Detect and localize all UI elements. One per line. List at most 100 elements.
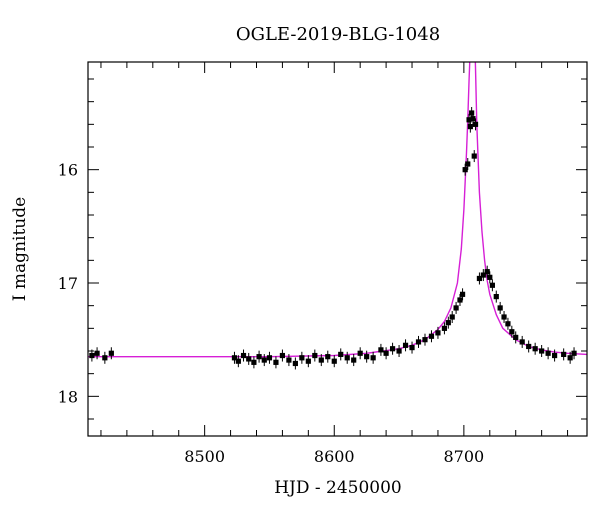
- data-point: [435, 326, 441, 339]
- tick-labels: 8500 8600 8700 16 17 18: [58, 161, 485, 466]
- point-marker: [279, 352, 286, 359]
- data-point: [561, 348, 567, 361]
- plot-frame: [87, 61, 588, 437]
- data-points-layer: [89, 107, 577, 370]
- y-tick-label: 16: [58, 161, 78, 180]
- data-point: [378, 343, 384, 356]
- point-marker: [409, 345, 415, 351]
- model-curve-layer: [88, 62, 587, 358]
- point-marker: [344, 355, 350, 361]
- point-marker: [383, 350, 389, 356]
- point-marker: [466, 117, 472, 123]
- data-point: [279, 349, 286, 362]
- point-marker: [415, 339, 422, 345]
- data-point: [325, 350, 331, 363]
- point-marker: [422, 337, 428, 343]
- point-marker: [273, 359, 279, 365]
- data-point: [466, 113, 472, 126]
- point-marker: [389, 346, 396, 352]
- point-marker: [532, 346, 538, 352]
- data-point: [472, 118, 479, 131]
- data-point: [351, 354, 357, 367]
- point-marker: [469, 110, 475, 116]
- data-point: [251, 356, 257, 369]
- point-marker: [94, 350, 100, 356]
- data-point: [571, 347, 577, 360]
- point-marker: [459, 291, 466, 297]
- data-point: [428, 330, 435, 343]
- data-point: [299, 351, 305, 364]
- x-tick-label: 8500: [184, 447, 225, 466]
- point-marker: [251, 359, 257, 365]
- point-marker: [567, 355, 573, 361]
- data-point: [89, 349, 95, 362]
- data-point: [338, 348, 344, 361]
- data-point: [509, 325, 515, 338]
- data-point: [256, 350, 262, 363]
- point-marker: [457, 297, 463, 303]
- point-marker: [402, 342, 409, 348]
- data-point: [402, 339, 409, 352]
- data-point: [471, 150, 477, 163]
- data-point: [545, 347, 551, 360]
- point-marker: [467, 124, 473, 130]
- data-point: [273, 356, 279, 369]
- point-marker: [235, 358, 241, 364]
- data-point: [459, 288, 466, 301]
- data-point: [370, 351, 376, 364]
- point-marker: [561, 351, 567, 357]
- x-axis-label: HJD - 2450000: [274, 478, 402, 498]
- model-curve: [88, 62, 587, 358]
- point-marker: [102, 355, 108, 361]
- point-marker: [487, 274, 493, 280]
- point-marker: [256, 354, 262, 360]
- point-marker: [470, 116, 476, 122]
- data-point: [489, 279, 495, 292]
- point-marker: [472, 121, 479, 127]
- data-point: [445, 316, 451, 329]
- data-point: [231, 351, 238, 364]
- data-point: [519, 335, 525, 348]
- point-marker: [465, 161, 471, 167]
- point-marker: [505, 321, 511, 327]
- point-marker: [292, 360, 298, 367]
- point-marker: [453, 305, 459, 311]
- point-marker: [240, 352, 247, 359]
- point-marker: [513, 334, 519, 340]
- data-point: [465, 158, 471, 170]
- data-point: [567, 351, 573, 364]
- data-point: [526, 340, 532, 353]
- data-point: [102, 351, 108, 364]
- data-point: [396, 345, 402, 357]
- point-marker: [246, 356, 252, 362]
- data-point: [364, 350, 370, 363]
- data-point: [331, 355, 337, 368]
- point-marker: [493, 294, 499, 300]
- point-marker: [108, 350, 114, 356]
- point-marker: [357, 350, 363, 356]
- point-marker: [318, 357, 324, 363]
- point-marker: [484, 269, 490, 275]
- point-marker: [351, 357, 357, 363]
- data-point: [344, 351, 350, 364]
- point-marker: [519, 339, 525, 345]
- data-point: [497, 301, 503, 314]
- point-marker: [435, 330, 441, 336]
- point-marker: [305, 358, 311, 364]
- data-point: [318, 354, 324, 367]
- point-marker: [497, 305, 503, 311]
- data-point: [449, 311, 455, 323]
- data-point: [415, 335, 422, 348]
- data-point: [501, 311, 507, 323]
- point-marker: [551, 352, 558, 359]
- point-marker: [325, 354, 331, 360]
- data-point: [266, 351, 273, 364]
- point-marker: [331, 358, 337, 364]
- chart-title: OGLE-2019-BLG-1048: [236, 24, 440, 45]
- data-point: [551, 349, 558, 362]
- data-point: [441, 322, 448, 335]
- y-tick-label: 18: [58, 387, 78, 406]
- data-point: [261, 354, 267, 367]
- point-marker: [396, 348, 402, 354]
- data-point: [493, 290, 499, 303]
